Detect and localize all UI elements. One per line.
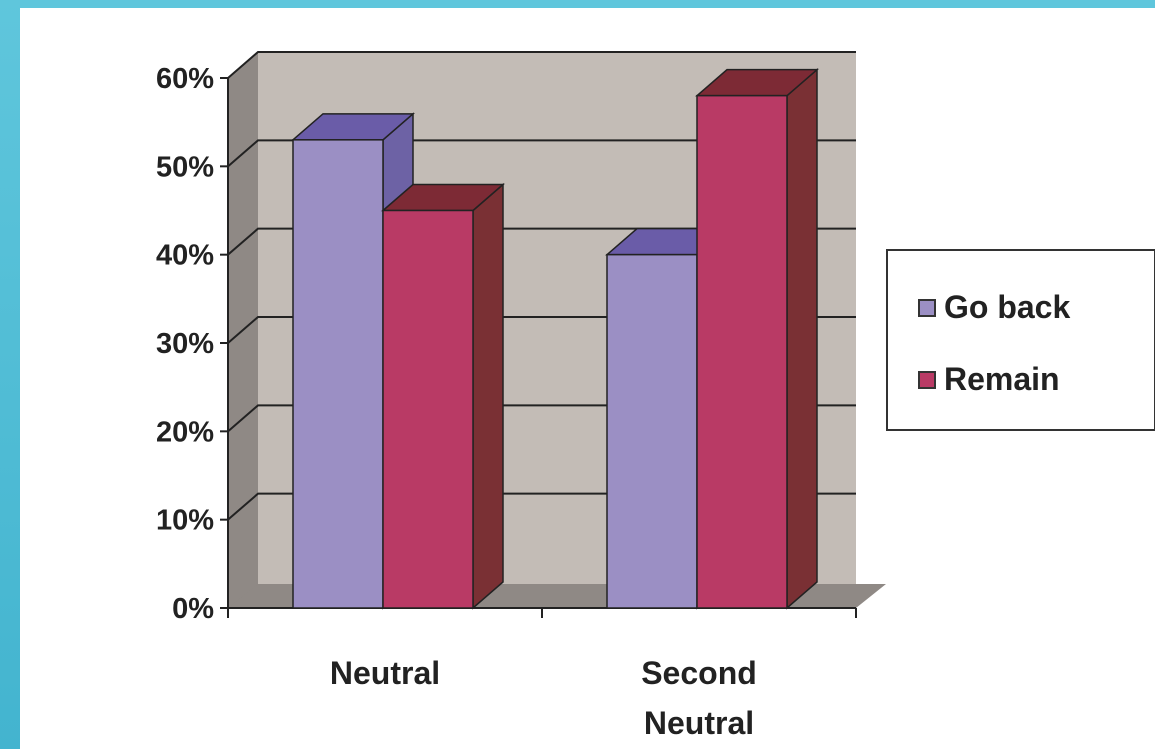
legend-swatch-remain <box>918 370 936 389</box>
slide-canvas: 0% 10% 20% 30% 40% 50% 60% Neutral Second Neutra… <box>20 8 1155 749</box>
legend-swatch-go-back <box>918 298 936 317</box>
legend-item-remain: Remain <box>918 361 1060 398</box>
bar-remain <box>382 209 474 609</box>
bar-side-remain <box>472 182 504 610</box>
x-category-label: Neutral <box>644 705 754 741</box>
legend-item-go-back: Go back <box>918 289 1070 326</box>
gridline <box>227 51 856 79</box>
y-tick-label: 10% <box>156 505 214 537</box>
x-axis-labels: Neutral Second Neutral <box>330 655 757 741</box>
legend-label-remain: Remain <box>944 361 1060 397</box>
x-category-label: Second <box>641 655 757 691</box>
y-tick-label: 30% <box>156 328 214 360</box>
y-tick-label: 50% <box>156 151 214 183</box>
gridline <box>227 139 856 168</box>
legend-label-go-back: Go back <box>944 289 1071 325</box>
y-tick-label: 60% <box>156 63 214 95</box>
y-tick-label: 20% <box>156 416 214 448</box>
bar-side-remain <box>786 68 818 610</box>
bars <box>290 68 820 610</box>
bar-go-back <box>606 253 698 609</box>
legend: Go back Remain <box>886 249 1155 431</box>
y-tick-label: 40% <box>156 240 214 272</box>
bar-remain <box>696 94 788 609</box>
y-axis-ticks: 0% 10% 20% 30% 40% 50% 60% <box>156 63 857 625</box>
bar-chart: 0%10%20%30%40%50%60% Neutral SecondNeutra… <box>156 51 886 741</box>
bar-go-back <box>292 139 384 609</box>
y-tick-label: 0% <box>172 593 214 625</box>
x-category-label: Neutral <box>330 655 440 691</box>
